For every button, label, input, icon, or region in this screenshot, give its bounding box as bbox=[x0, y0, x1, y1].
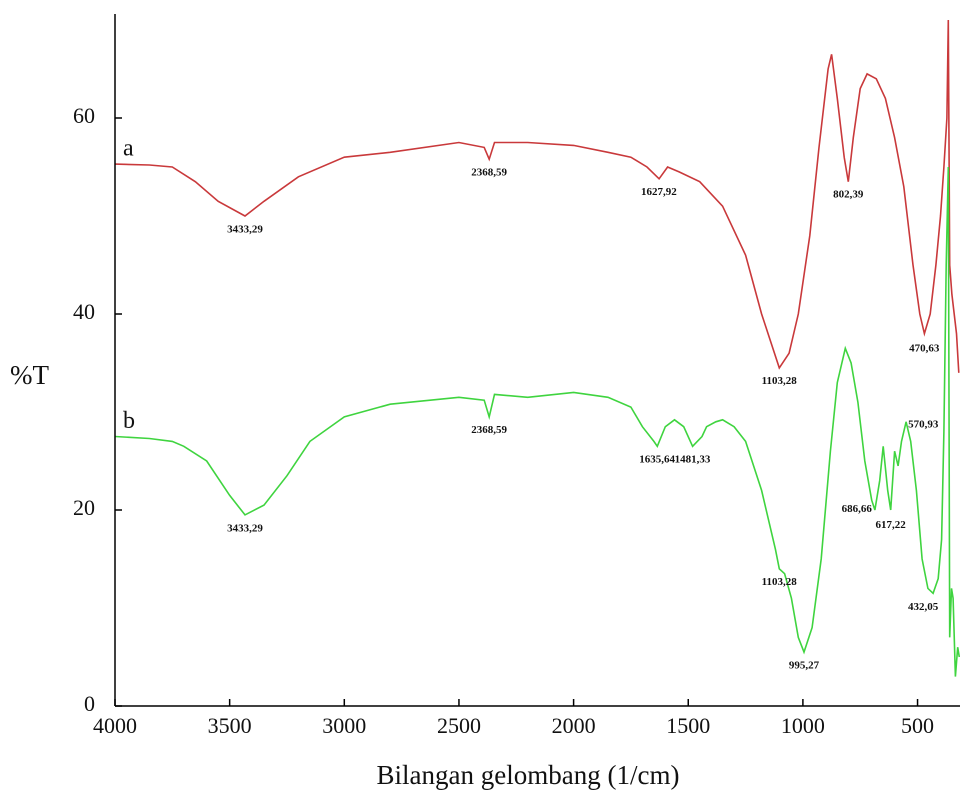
y-tick-label: 60 bbox=[73, 103, 95, 128]
peak-label: 1481,33 bbox=[675, 454, 711, 466]
series-line bbox=[115, 19, 960, 373]
peak-label: 802,39 bbox=[833, 189, 864, 201]
x-tick-label: 500 bbox=[901, 713, 934, 738]
peak-label: 1635,64 bbox=[639, 454, 675, 466]
x-tick-label: 3500 bbox=[208, 713, 252, 738]
peak-label: 995,27 bbox=[789, 659, 820, 671]
y-tick-label: 0 bbox=[84, 691, 95, 716]
peak-label: 617,22 bbox=[876, 519, 907, 531]
x-tick-label: 4000 bbox=[93, 713, 137, 738]
x-tick-label: 2000 bbox=[552, 713, 596, 738]
peak-label: 1103,28 bbox=[762, 576, 798, 588]
peak-label: 686,66 bbox=[842, 503, 873, 515]
series-line bbox=[115, 166, 960, 677]
series-label: a bbox=[123, 136, 134, 162]
plot-area bbox=[115, 19, 960, 677]
x-tick-label: 3000 bbox=[322, 713, 366, 738]
peak-label: 1103,28 bbox=[762, 375, 798, 387]
y-tick-label: 40 bbox=[73, 299, 95, 324]
peak-label: 2368,59 bbox=[471, 166, 507, 178]
y-axis-title: %T bbox=[10, 360, 49, 390]
peak-label: 3433,29 bbox=[227, 522, 263, 534]
peak-label: 470,63 bbox=[909, 343, 940, 355]
y-tick-label: 20 bbox=[73, 495, 95, 520]
x-axis-title: Bilangan gelombang (1/cm) bbox=[377, 760, 680, 790]
peak-label: 3433,29 bbox=[227, 223, 263, 235]
peak-label: 570,93 bbox=[908, 418, 939, 430]
peak-label: 1627,92 bbox=[641, 186, 677, 198]
peak-label: 2368,59 bbox=[471, 424, 507, 436]
x-tick-label: 1500 bbox=[666, 713, 710, 738]
x-tick-label: 1000 bbox=[781, 713, 825, 738]
x-tick-label: 2500 bbox=[437, 713, 481, 738]
series-label: b bbox=[123, 408, 135, 434]
peak-label: 432,05 bbox=[908, 601, 939, 613]
